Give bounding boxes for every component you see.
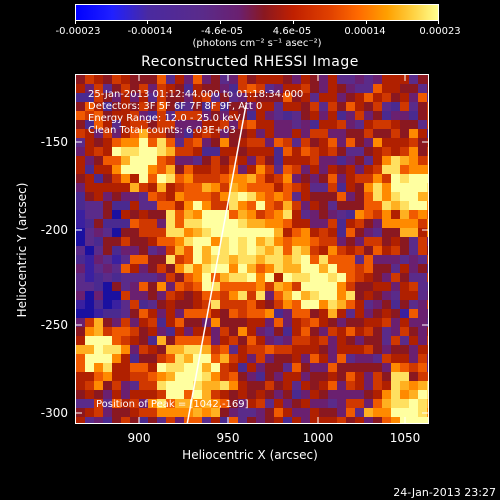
image-plot: 25-Jan-2013 01:12:44.000 to 01:18:34.000…	[75, 74, 429, 424]
colorbar-label: -4.6e-05	[201, 26, 243, 37]
colorbar-label: 0.00014	[344, 26, 386, 37]
x-axis-label: Heliocentric X (arcsec)	[182, 448, 318, 462]
y-tick-label: -150	[40, 135, 68, 149]
colorbar-units: (photons cm⁻² s⁻¹ asec⁻²)	[192, 38, 322, 49]
peak-position-label: Position of Peak = [1042,-169]	[96, 399, 249, 410]
x-tick-label: 950	[216, 431, 240, 445]
x-tick-label: 900	[127, 431, 151, 445]
limb-line	[186, 104, 247, 423]
plot-title: Reconstructed RHESSI Image	[141, 54, 359, 70]
y-axis-label: Heliocentric Y (arcsec)	[15, 182, 29, 318]
y-tick-label: -250	[40, 318, 68, 332]
heatmap-image	[76, 75, 428, 423]
timestamp: 24-Jan-2013 23:27	[393, 486, 496, 499]
colorbar-label: -0.00023	[55, 26, 101, 37]
clean-label: Clean Total counts: 6.03E+03	[88, 125, 236, 136]
x-tick-label: 1050	[389, 431, 421, 445]
colorbar	[75, 4, 439, 21]
colorbar-label: 4.6e-05	[272, 26, 312, 37]
y-tick-label: -300	[40, 406, 68, 420]
y-tick-label: -200	[40, 223, 68, 237]
x-tick-label: 1000	[302, 431, 334, 445]
time-range-label: 25-Jan-2013 01:12:44.000 to 01:18:34.000	[88, 89, 304, 100]
colorbar-ticks: -0.00023 -0.00014 -4.6e-05 4.6e-05 0.000…	[0, 0, 500, 50]
colorbar-label: -0.00014	[127, 26, 173, 37]
energy-range-label: Energy Range: 12.0 - 25.0 keV	[88, 113, 241, 124]
detectors-label: Detectors: 3F 5F 6F 7F 8F 9F, Att 0	[88, 101, 263, 112]
colorbar-label: 0.00023	[419, 26, 461, 37]
